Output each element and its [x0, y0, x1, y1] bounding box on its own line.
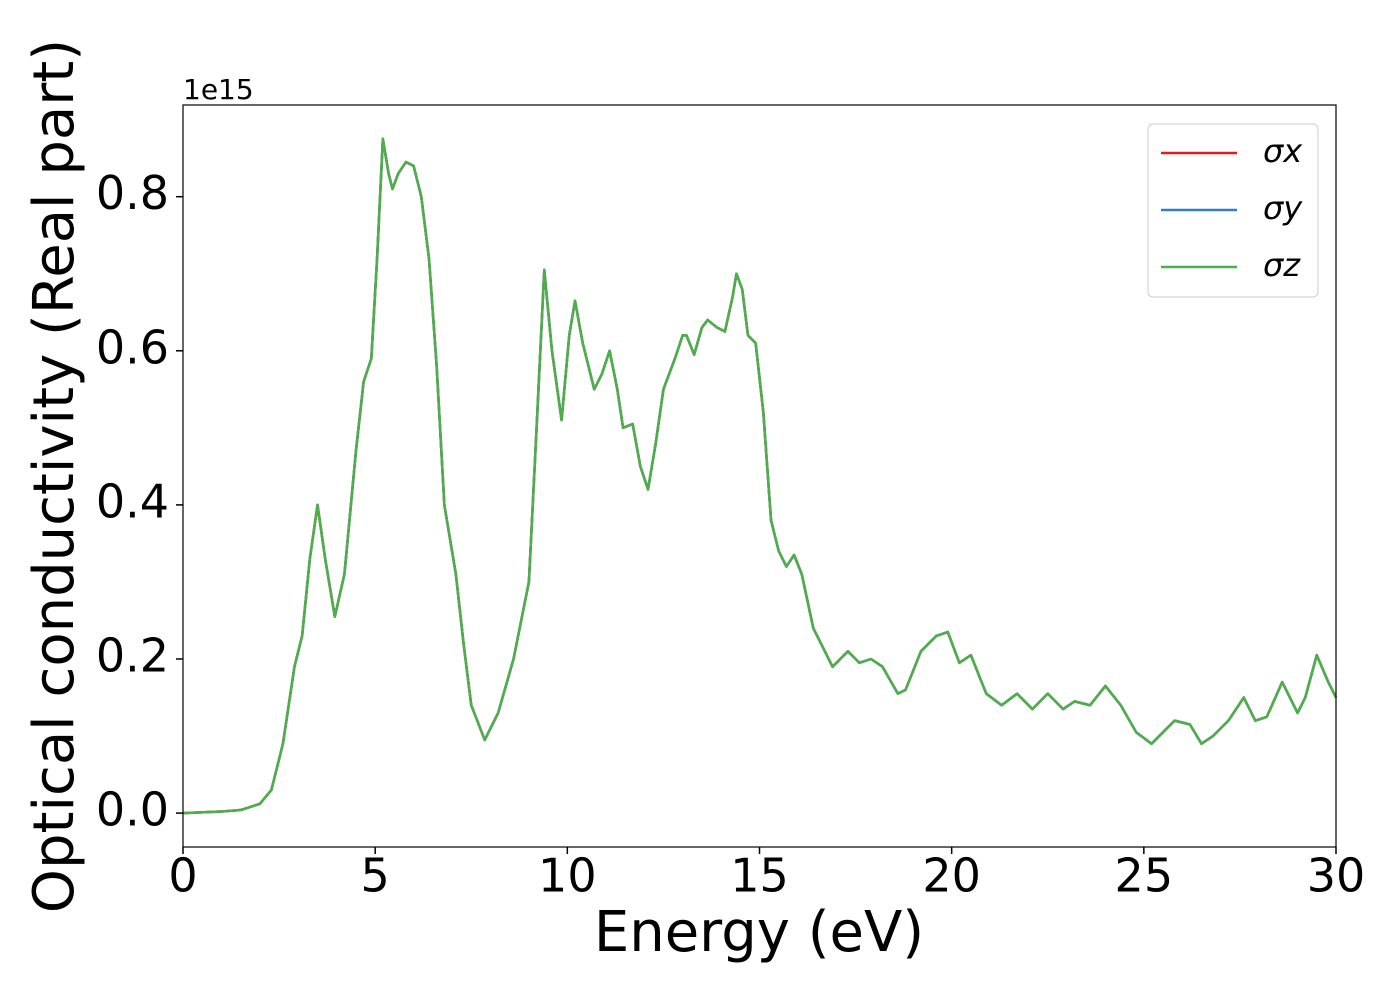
y-tick-label: 0.4 [96, 474, 169, 528]
y-tick-label: 0.6 [96, 320, 169, 374]
y-axis-label: Optical conductivity (Real part) [22, 39, 87, 913]
y-offset-label: 1e15 [183, 73, 254, 106]
y-tick-label: 0.2 [96, 628, 169, 682]
x-axis-label: Energy (eV) [594, 900, 924, 965]
x-tick-label: 25 [1115, 849, 1174, 903]
y-tick-label: 0.8 [96, 166, 169, 220]
x-tick-label: 5 [361, 849, 390, 903]
series-line [182, 137, 1338, 815]
legend-label: σy [1263, 189, 1303, 227]
x-tick-label: 30 [1307, 849, 1366, 903]
x-tick-label: 10 [538, 849, 597, 903]
legend-label: σx [1263, 132, 1303, 170]
plot-frame [182, 104, 1337, 848]
y-tick-label: 0.0 [96, 783, 169, 837]
x-tick-label: 15 [730, 849, 789, 903]
x-tick-label: 20 [922, 849, 981, 903]
legend-label: σz [1263, 246, 1301, 284]
x-tick-label: 0 [168, 849, 197, 903]
